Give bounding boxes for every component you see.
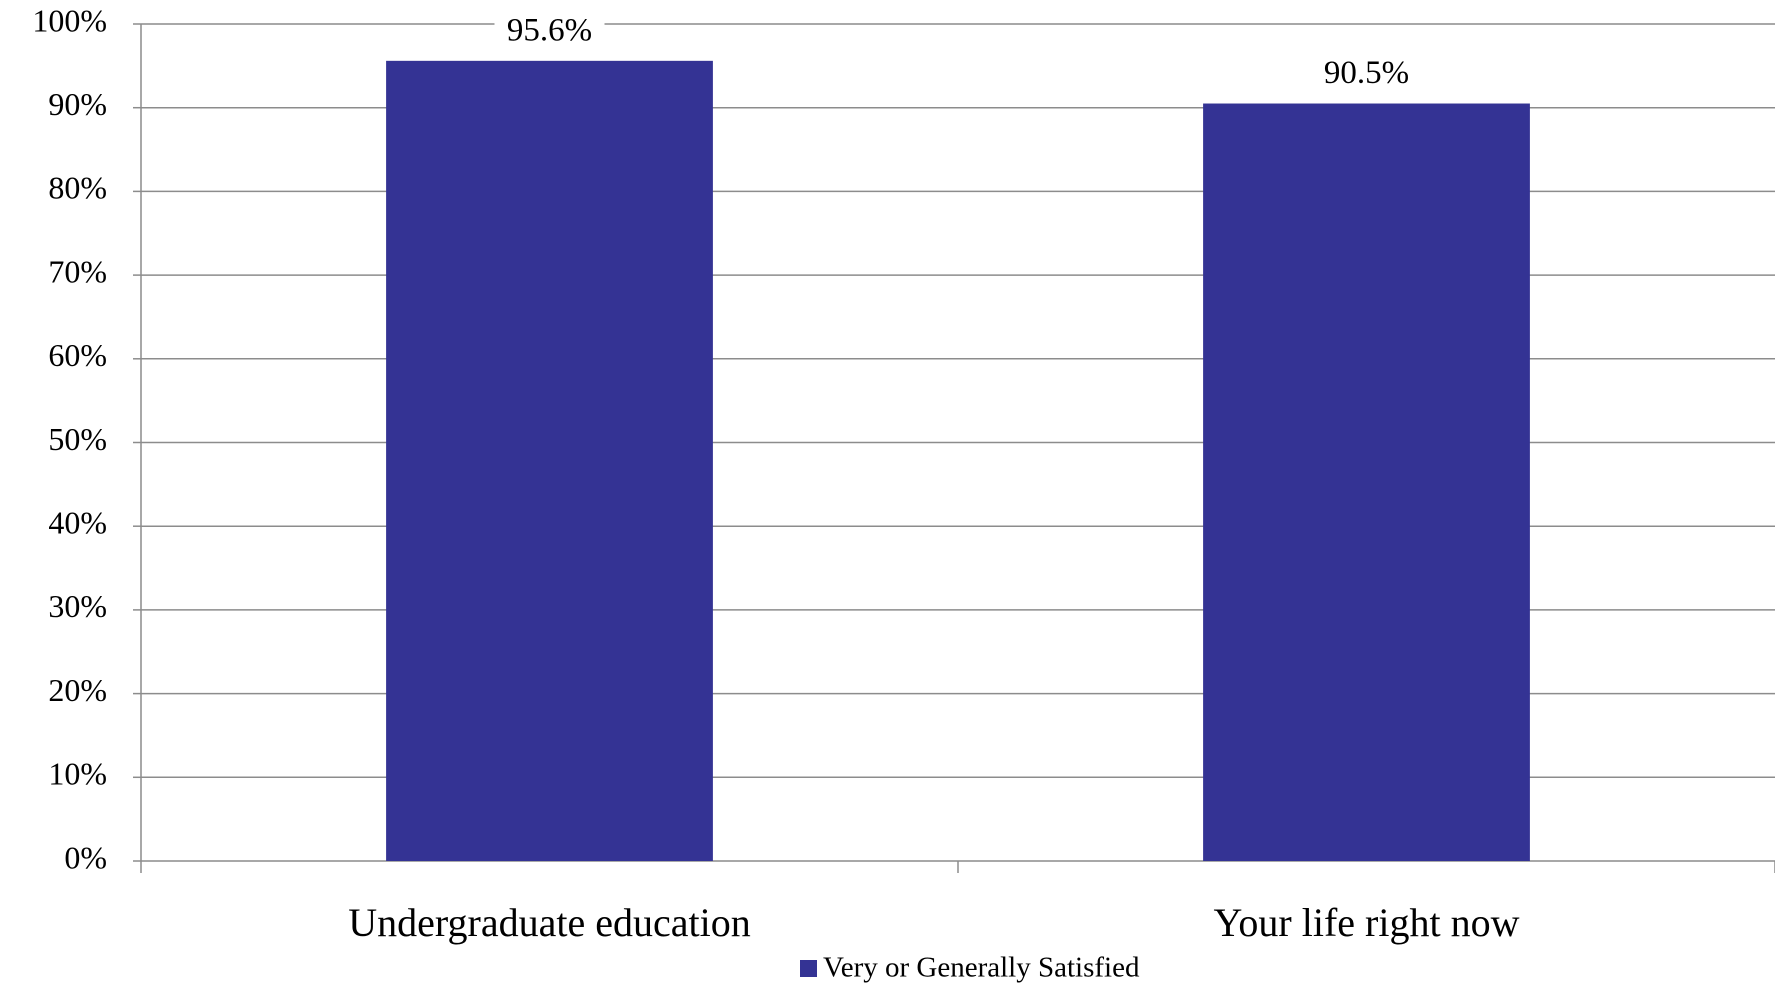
bar	[1203, 103, 1530, 861]
y-tick-label: 50%	[48, 421, 107, 457]
y-tick-label: 20%	[48, 672, 107, 708]
y-tick-label: 90%	[48, 86, 107, 122]
y-tick-label: 60%	[48, 337, 107, 373]
y-tick-label: 40%	[48, 505, 107, 541]
legend-swatch	[800, 960, 817, 977]
x-tick-label: Undergraduate education	[348, 900, 750, 945]
y-tick-label: 70%	[48, 253, 107, 289]
y-tick-label: 30%	[48, 588, 107, 624]
value-label: 90.5%	[1324, 55, 1409, 91]
value-label: 95.6%	[507, 12, 592, 48]
y-tick-label: 10%	[48, 756, 107, 792]
x-tick-label: Your life right now	[1214, 900, 1520, 945]
bar	[386, 60, 713, 861]
legend-label: Very or Generally Satisfied	[823, 952, 1140, 984]
y-tick-label: 100%	[32, 2, 107, 38]
y-tick-label: 80%	[48, 170, 107, 206]
y-tick-label: 0%	[64, 839, 107, 875]
value-label-bg	[494, 12, 605, 53]
value-label-bg	[1311, 55, 1422, 96]
